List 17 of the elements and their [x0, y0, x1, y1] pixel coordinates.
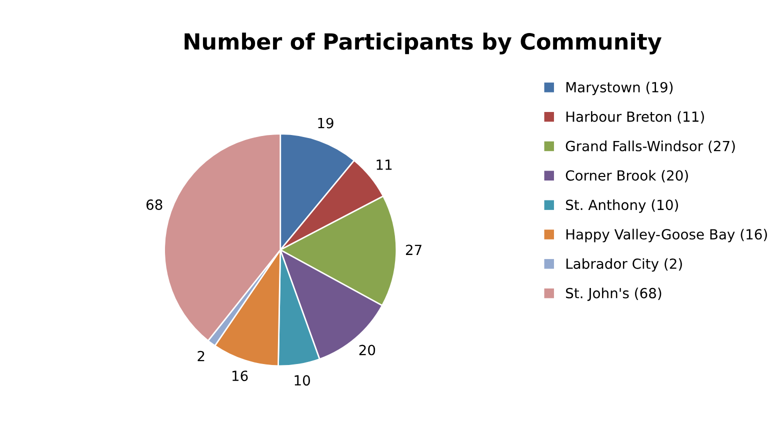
legend-label: Labrador City (2) [566, 258, 682, 272]
data-label: 16 [232, 370, 248, 382]
data-label: 19 [318, 118, 334, 128]
data-label: 27 [406, 244, 422, 255]
data-label: 11 [376, 160, 392, 170]
legend-label: St. John's (68) [566, 288, 662, 301]
data-label: 20 [359, 344, 376, 356]
data-label: 68 [146, 199, 162, 210]
chart-title: Number of Participants by Community [184, 32, 662, 54]
legend-label: Corner Brook (20) [566, 170, 688, 182]
legend-label: Happy Valley-Goose Bay (16) [566, 228, 767, 242]
legend-label: Marystown (19) [566, 82, 673, 96]
legend-label: St. Anthony (10) [566, 199, 678, 213]
legend-label: Grand Falls-Windsor (27) [566, 140, 735, 153]
data-label: 2 [198, 350, 204, 362]
data-label: 10 [294, 375, 310, 386]
legend-label: Harbour Breton (11) [566, 111, 704, 124]
